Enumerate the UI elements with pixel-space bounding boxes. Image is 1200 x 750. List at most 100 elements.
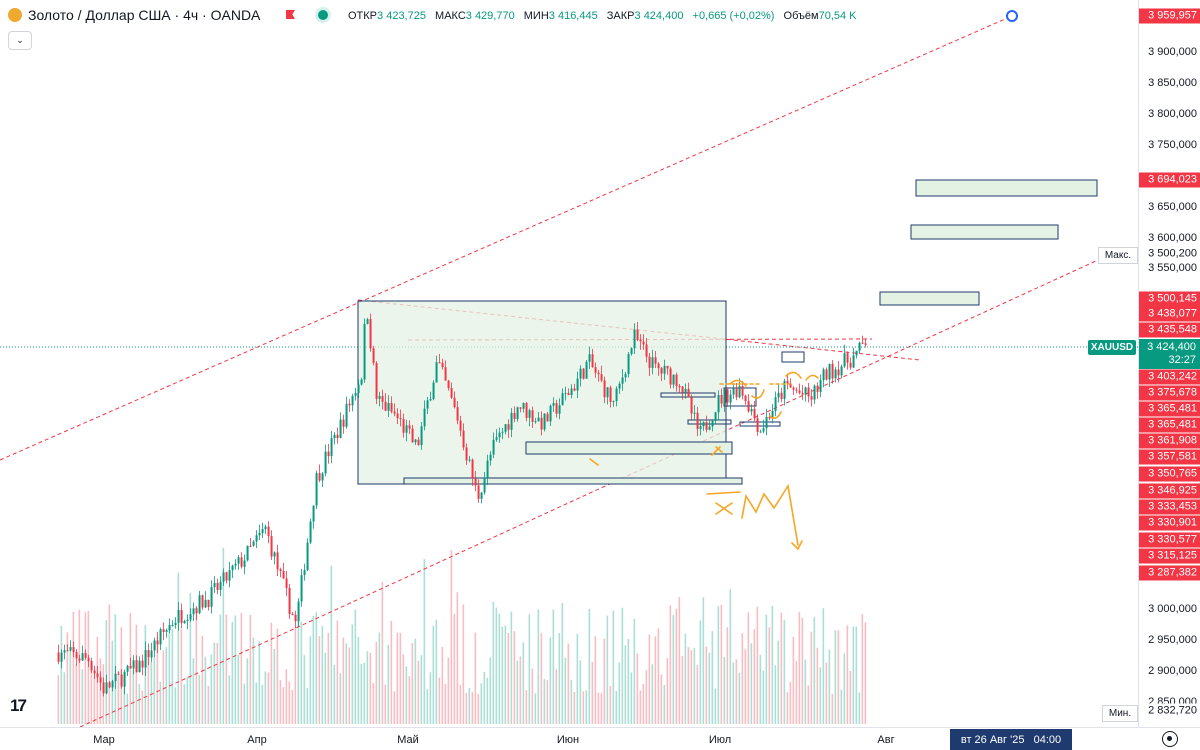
candle-body bbox=[369, 319, 372, 349]
channel-lower-line[interactable] bbox=[79, 259, 1099, 727]
price-label: 3 403,242 bbox=[1139, 369, 1200, 385]
candle-body bbox=[555, 403, 558, 414]
candle-body bbox=[537, 417, 540, 422]
candle-body bbox=[762, 428, 765, 432]
volume-bar bbox=[156, 637, 159, 724]
candle-body bbox=[123, 671, 126, 687]
support-zone-lower[interactable] bbox=[403, 477, 743, 485]
tradingview-logo[interactable]: 17 bbox=[10, 696, 27, 715]
candle-body bbox=[684, 388, 687, 393]
candle-body bbox=[780, 392, 783, 399]
volume-bar bbox=[306, 688, 309, 724]
candle-body bbox=[66, 650, 69, 652]
candle-body bbox=[534, 421, 537, 423]
volume-bar bbox=[72, 611, 75, 724]
volume-bar bbox=[831, 693, 834, 724]
candle-body bbox=[705, 422, 708, 430]
candle-body bbox=[600, 374, 603, 381]
candle-body bbox=[525, 402, 528, 418]
candle-body bbox=[150, 650, 153, 658]
target-zone-3[interactable] bbox=[915, 179, 1098, 197]
volume-bar bbox=[69, 647, 72, 724]
time-axis[interactable]: Мар Апр Май Июн Июл Авг вт 26 Авг '25 04… bbox=[0, 727, 1200, 750]
symbol-price-tag: XAUUSD bbox=[1088, 340, 1136, 355]
candle-body bbox=[813, 385, 816, 400]
candle-body bbox=[201, 595, 204, 608]
candle-body bbox=[435, 362, 438, 383]
volume-bar bbox=[258, 641, 261, 724]
candle-body bbox=[759, 431, 762, 433]
symbol-title[interactable]: Золото / Доллар США · 4ч · OANDA bbox=[28, 7, 261, 23]
volume-bar bbox=[567, 643, 570, 724]
candle-body bbox=[204, 599, 207, 608]
target-zone-1[interactable] bbox=[879, 291, 980, 306]
candle-body bbox=[348, 403, 351, 406]
freehand-annotations[interactable] bbox=[589, 371, 819, 551]
support-zone-mid[interactable] bbox=[525, 441, 733, 455]
volume-bar bbox=[231, 621, 234, 724]
volume-bar bbox=[717, 606, 720, 724]
candle-body bbox=[750, 408, 753, 412]
time-label: Авг bbox=[877, 734, 895, 746]
volume-bar bbox=[501, 626, 504, 724]
candle-body bbox=[234, 563, 237, 566]
candle-body bbox=[768, 416, 771, 419]
candle-body bbox=[654, 357, 657, 364]
volume-bar bbox=[330, 565, 333, 724]
order-box-5[interactable] bbox=[781, 351, 805, 363]
volume-bar bbox=[183, 684, 186, 724]
market-status-icon[interactable] bbox=[318, 10, 328, 20]
candle-body bbox=[507, 424, 510, 430]
candle-body bbox=[228, 570, 231, 581]
volume-bar bbox=[204, 656, 207, 724]
channel-handle[interactable] bbox=[1006, 10, 1018, 22]
volume-bar bbox=[612, 610, 615, 724]
volume-bar bbox=[804, 659, 807, 724]
candle-body bbox=[255, 535, 258, 542]
candle-body bbox=[771, 410, 774, 419]
gold-symbol-icon[interactable] bbox=[8, 8, 22, 22]
volume-bar bbox=[588, 608, 591, 724]
volume-bar bbox=[357, 636, 360, 724]
order-box-4[interactable] bbox=[739, 421, 781, 427]
candle-body bbox=[330, 438, 333, 457]
candle-body bbox=[804, 387, 807, 395]
volume-bar bbox=[105, 620, 108, 724]
volume-bar bbox=[729, 589, 732, 724]
collapse-legend-button[interactable]: ⌄ bbox=[8, 31, 32, 50]
settings-icon[interactable] bbox=[1162, 731, 1178, 747]
candle-body bbox=[753, 408, 756, 419]
volume-bar bbox=[237, 654, 240, 724]
volume-bar bbox=[534, 693, 537, 724]
volume-bar bbox=[789, 681, 792, 724]
volume-bar bbox=[108, 604, 111, 724]
candle-body bbox=[681, 386, 684, 393]
candle-body bbox=[642, 341, 645, 345]
flag-icon[interactable] bbox=[286, 10, 295, 19]
candle-body bbox=[84, 653, 87, 658]
price-label: 3 375,678 bbox=[1139, 385, 1200, 401]
channel-upper-line[interactable] bbox=[0, 15, 1013, 461]
volume-bar bbox=[369, 652, 372, 724]
candle-body bbox=[747, 401, 750, 412]
volume-bar bbox=[726, 627, 729, 724]
candle-body bbox=[414, 439, 417, 443]
price-scale[interactable]: 3 900,000 3 850,000 3 800,000 3 750,000 … bbox=[1138, 0, 1200, 727]
volume-bar bbox=[786, 692, 789, 724]
price-label: 3 333,453 bbox=[1139, 499, 1200, 515]
candle-body bbox=[81, 653, 84, 661]
chart-canvas[interactable] bbox=[0, 0, 1138, 727]
volume-bar bbox=[342, 637, 345, 724]
volume-bar bbox=[378, 632, 381, 724]
candle-body bbox=[738, 385, 741, 398]
candle-body bbox=[834, 369, 837, 379]
candle-body bbox=[678, 386, 681, 388]
volume-bar bbox=[522, 642, 525, 724]
volume-bar bbox=[630, 672, 633, 724]
candle-body bbox=[396, 413, 399, 419]
target-zone-2[interactable] bbox=[910, 224, 1059, 240]
volume-bar bbox=[600, 693, 603, 724]
volume-bar bbox=[585, 690, 588, 724]
candle-body bbox=[276, 552, 279, 570]
candle-body bbox=[582, 368, 585, 379]
